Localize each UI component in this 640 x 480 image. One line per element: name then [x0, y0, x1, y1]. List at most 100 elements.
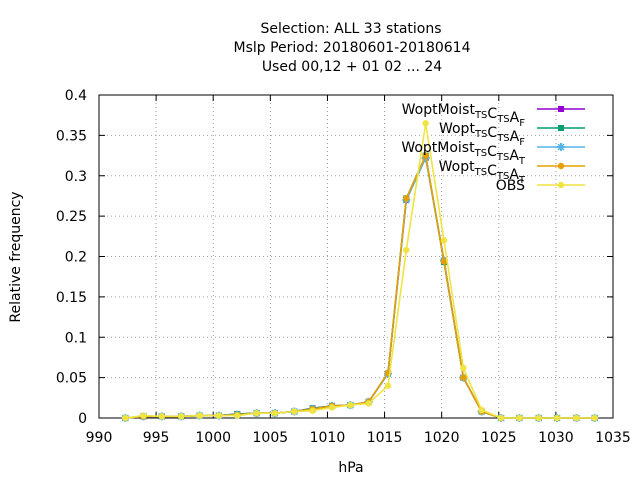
y-tick-label: 0.25: [56, 209, 87, 225]
data-point: [573, 414, 580, 422]
data-point: [422, 152, 429, 159]
data-point: [347, 401, 354, 409]
legend-label: WoptMoistTSCTSAT: [401, 140, 526, 167]
series-3: [122, 152, 598, 422]
legend-label: WoptTSCTSAT: [439, 159, 526, 186]
legend-letter: C: [487, 144, 497, 160]
data-point: [122, 414, 129, 422]
x-tick-label: 1005: [253, 430, 289, 446]
data-point: [478, 406, 485, 414]
legend-letter: A: [510, 110, 520, 126]
legend-letter: C: [487, 125, 497, 141]
grid: [99, 95, 613, 418]
legend-marker: [557, 181, 565, 189]
x-tick-label: 1020: [424, 430, 460, 446]
tick-labels: 990 995 1000 1005 1010 1015 1020 1025 1030 1035 0 0…: [56, 88, 631, 446]
chart-title-line-1: Selection: ALL 33 stations: [260, 21, 441, 37]
x-tick-label: 1010: [310, 430, 346, 446]
legend-label: WoptMoistTSCTSAF: [402, 102, 526, 129]
series-line: [125, 154, 595, 419]
data-point: [215, 412, 223, 419]
data-point: [460, 374, 467, 381]
legend-letter: C: [487, 106, 497, 122]
legend-series-name: WoptMoist: [402, 102, 476, 118]
data-point: [365, 400, 372, 407]
data-point: [591, 414, 598, 422]
y-axis-label: Relative frequency: [8, 191, 24, 322]
legend-label: OBS: [496, 178, 525, 194]
data-point: [271, 409, 279, 417]
y-tick-label: 0: [78, 411, 87, 427]
data-point: [403, 195, 410, 202]
y-tick-label: 0.2: [65, 250, 87, 266]
data-point: [291, 408, 298, 415]
x-tick-label: 995: [143, 430, 170, 446]
legend-subscript: TS: [474, 148, 487, 159]
data-point: [440, 258, 448, 265]
data-point: [460, 364, 467, 372]
y-tick-label: 0.4: [65, 88, 87, 104]
legend-series-name: Wopt: [439, 121, 475, 137]
series-line: [125, 154, 595, 419]
legend-subscript: TS: [474, 110, 487, 121]
data-point: [140, 412, 147, 419]
legend-entry-0: WoptMoistTSCTSAF: [402, 102, 585, 129]
series-line: [125, 157, 595, 419]
legend-marker: [558, 125, 564, 131]
legend-subscript: T: [518, 175, 526, 186]
legend-label: WoptTSCTSAF: [439, 121, 525, 148]
legend-series-name: OBS: [496, 178, 525, 194]
legend-entry-2: WoptMoistTSCTSAT: [401, 140, 585, 167]
legend-letter: C: [487, 163, 497, 179]
data-point: [328, 404, 336, 411]
axes: [98, 94, 614, 419]
legend-marker: [557, 162, 565, 170]
legend-subscript: F: [519, 137, 525, 148]
series-0: [122, 154, 598, 421]
legend-series-name: Wopt: [439, 159, 475, 175]
legend-entry-4: OBS: [496, 178, 585, 194]
legend-letter: A: [509, 167, 519, 183]
series-4: [122, 120, 598, 422]
data-point: [158, 413, 166, 420]
data-point: [178, 413, 185, 420]
data-point: [497, 414, 505, 422]
legend-letter: A: [510, 129, 520, 145]
y-tick-label: 0.05: [56, 371, 87, 387]
legend-marker: [558, 106, 564, 112]
legend-marker: [557, 143, 565, 151]
data-point: [440, 237, 448, 244]
x-axis-label: hPa: [338, 460, 363, 476]
data-point: [234, 412, 241, 419]
data-point: [553, 414, 561, 422]
legend-subscript: TS: [496, 133, 509, 144]
legend-subscript: TS: [474, 167, 487, 178]
plot-frame: [98, 94, 614, 419]
x-tick-label: 1000: [195, 430, 231, 446]
data-point: [535, 414, 542, 422]
legend-subscript: T: [518, 156, 526, 167]
legend-subscript: F: [519, 118, 525, 129]
y-tick-label: 0.3: [65, 169, 87, 185]
y-tick-label: 0.1: [65, 330, 87, 346]
legend-subscript: TS: [474, 129, 487, 140]
legend: WoptMoistTSCTSAFWoptTSCTSAFWoptMoistTSCT…: [401, 102, 585, 194]
chart-title-line-3: Used 00,12 + 01 02 ... 24: [262, 59, 442, 75]
data-point: [384, 382, 392, 389]
x-tick-label: 990: [86, 430, 113, 446]
x-tick-label: 1030: [538, 430, 574, 446]
data-point: [253, 409, 260, 417]
data-point: [309, 407, 316, 414]
legend-entry-3: WoptTSCTSAT: [439, 159, 585, 186]
x-tick-label: 1015: [367, 430, 403, 446]
y-tick-label: 0.35: [56, 128, 87, 144]
data-point: [403, 246, 410, 254]
legend-subscript: TS: [496, 152, 509, 163]
legend-entry-1: WoptTSCTSAF: [439, 121, 585, 148]
series-line: [125, 122, 595, 419]
series-line: [125, 156, 595, 419]
series-2: [121, 153, 599, 422]
x-tick-label: 1035: [595, 430, 631, 446]
chart-title-line-2: Mslp Period: 20180601-20180614: [234, 40, 471, 56]
